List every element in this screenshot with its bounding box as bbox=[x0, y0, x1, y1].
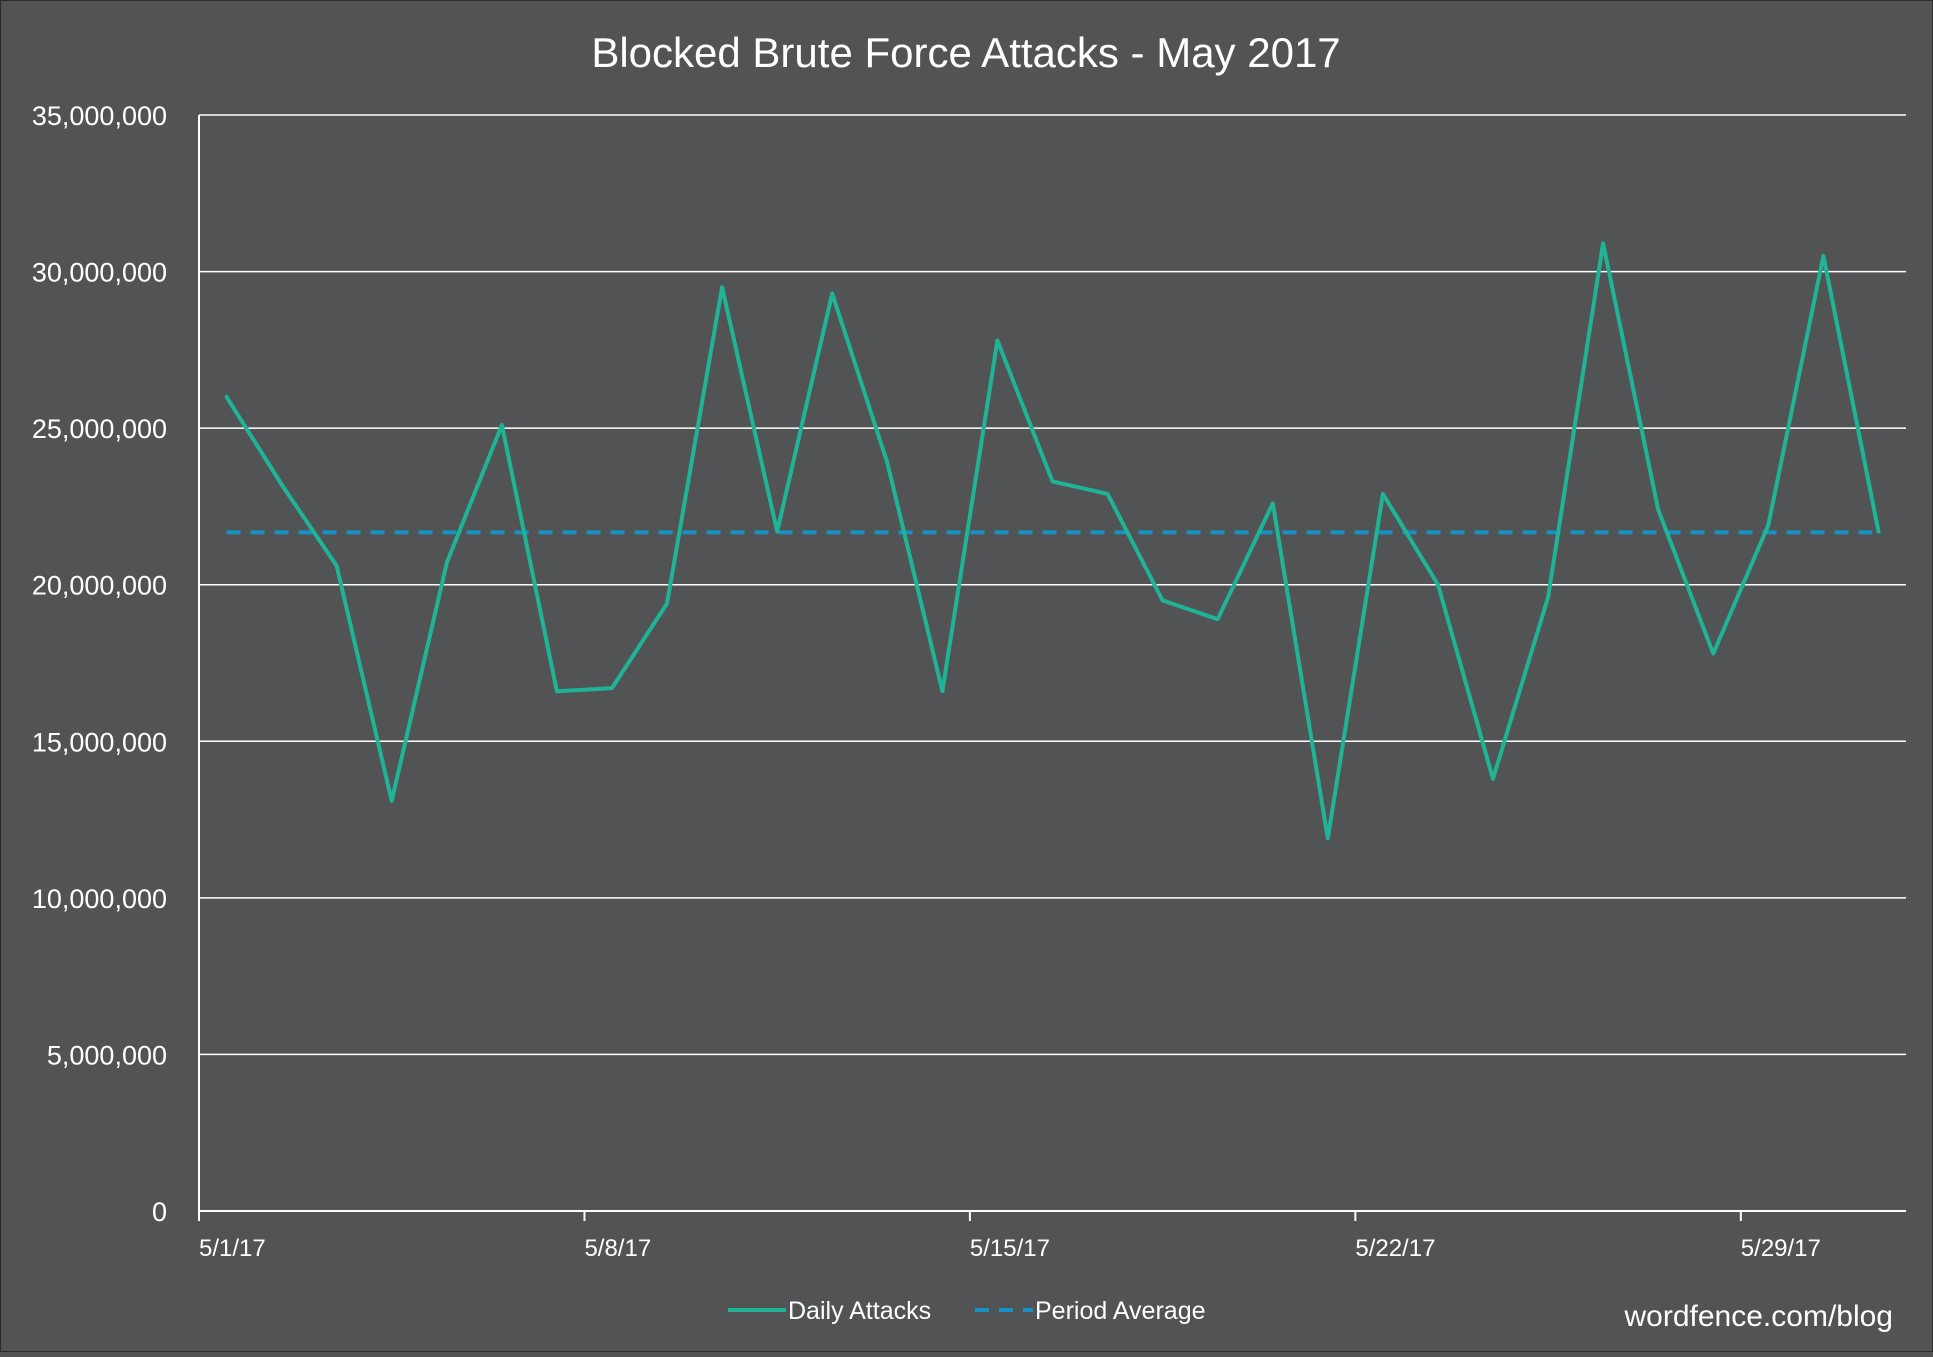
x-tick-label: 5/8/17 bbox=[584, 1235, 651, 1262]
watermark-text: wordfence.com/blog bbox=[1624, 1300, 1893, 1333]
legend-label-period-average: Period Average bbox=[1035, 1297, 1206, 1325]
y-tick-label: 30,000,000 bbox=[32, 258, 167, 288]
x-tick-label: 5/15/17 bbox=[970, 1235, 1050, 1262]
x-tick-label: 5/22/17 bbox=[1355, 1235, 1435, 1262]
y-tick-label: 35,000,000 bbox=[32, 101, 167, 131]
y-tick-label: 20,000,000 bbox=[32, 571, 167, 601]
chart-title: Blocked Brute Force Attacks - May 2017 bbox=[591, 29, 1340, 76]
y-tick-label: 0 bbox=[152, 1197, 167, 1227]
y-tick-label: 15,000,000 bbox=[32, 727, 167, 757]
x-tick-label: 5/1/17 bbox=[199, 1235, 266, 1262]
y-tick-label: 10,000,000 bbox=[32, 884, 167, 914]
x-tick-label: 5/29/17 bbox=[1741, 1235, 1821, 1262]
y-tick-label: 5,000,000 bbox=[47, 1040, 167, 1070]
y-tick-label: 25,000,000 bbox=[32, 414, 167, 444]
legend-label-daily-attacks: Daily Attacks bbox=[788, 1297, 931, 1325]
